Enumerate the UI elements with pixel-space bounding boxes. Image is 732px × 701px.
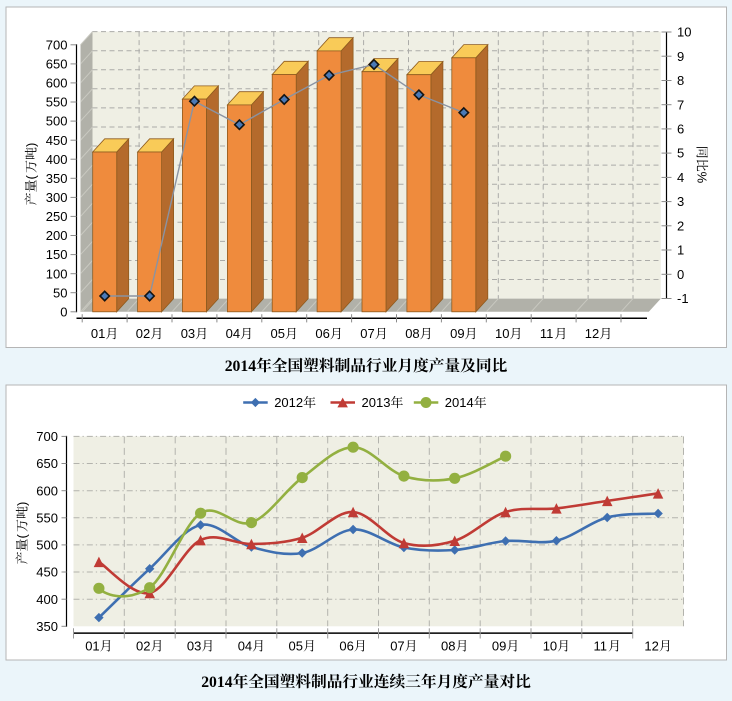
- svg-text:550: 550: [46, 95, 68, 110]
- svg-text:550: 550: [36, 510, 58, 525]
- svg-text:09: 09: [450, 326, 464, 341]
- svg-text:150: 150: [46, 247, 68, 262]
- svg-text:(: (: [15, 534, 30, 539]
- svg-text:(: (: [24, 175, 39, 180]
- svg-text:08: 08: [441, 639, 455, 654]
- svg-text:600: 600: [46, 76, 68, 91]
- svg-text:600: 600: [36, 483, 58, 498]
- svg-text:6: 6: [677, 122, 684, 137]
- svg-text:2014: 2014: [225, 358, 257, 375]
- svg-text:9: 9: [677, 49, 684, 64]
- svg-text:0: 0: [60, 304, 67, 319]
- svg-text:350: 350: [36, 619, 58, 634]
- svg-text:12: 12: [585, 326, 599, 341]
- svg-text:06: 06: [315, 326, 329, 341]
- svg-text:400: 400: [46, 152, 68, 167]
- svg-text:1: 1: [677, 243, 684, 258]
- svg-text:): ): [15, 502, 30, 506]
- svg-text:%: %: [694, 172, 709, 184]
- svg-text:450: 450: [46, 133, 68, 148]
- svg-text:-1: -1: [677, 291, 689, 306]
- svg-text:10: 10: [495, 326, 509, 341]
- svg-text:2012: 2012: [274, 395, 303, 410]
- svg-text:2014: 2014: [201, 674, 233, 691]
- svg-text:2013: 2013: [362, 395, 391, 410]
- svg-text:03: 03: [181, 326, 195, 341]
- svg-text:06: 06: [339, 639, 353, 654]
- svg-text:250: 250: [46, 209, 68, 224]
- svg-text:350: 350: [46, 171, 68, 186]
- svg-text:650: 650: [46, 57, 68, 72]
- svg-text:3: 3: [677, 194, 684, 209]
- svg-text:50: 50: [53, 285, 67, 300]
- svg-text:07: 07: [360, 326, 374, 341]
- svg-text:500: 500: [46, 114, 68, 129]
- svg-text:10: 10: [677, 25, 691, 40]
- svg-text:11: 11: [540, 326, 554, 341]
- svg-text:12: 12: [644, 639, 658, 654]
- svg-text:100: 100: [46, 266, 68, 281]
- svg-text:04: 04: [226, 326, 240, 341]
- svg-text:2014: 2014: [445, 395, 474, 410]
- svg-text:700: 700: [36, 429, 58, 444]
- svg-text:450: 450: [36, 565, 58, 580]
- svg-text:4: 4: [677, 170, 684, 185]
- svg-text:04: 04: [238, 639, 252, 654]
- svg-text:0: 0: [677, 267, 684, 282]
- svg-text:700: 700: [46, 37, 68, 52]
- svg-text:01: 01: [85, 639, 99, 654]
- svg-text:08: 08: [405, 326, 419, 341]
- svg-text:650: 650: [36, 456, 58, 471]
- svg-text:05: 05: [271, 326, 285, 341]
- svg-text:300: 300: [46, 190, 68, 205]
- svg-text:8: 8: [677, 73, 684, 88]
- svg-text:5: 5: [677, 146, 684, 161]
- svg-text:400: 400: [36, 592, 58, 607]
- svg-text:01: 01: [91, 326, 105, 341]
- svg-text:2: 2: [677, 218, 684, 233]
- svg-text:10: 10: [543, 639, 557, 654]
- svg-text:7: 7: [677, 97, 684, 112]
- svg-text:07: 07: [390, 639, 404, 654]
- svg-text:11: 11: [594, 639, 608, 654]
- svg-text:02: 02: [136, 326, 150, 341]
- svg-text:): ): [24, 143, 39, 147]
- svg-text:09: 09: [492, 639, 506, 654]
- svg-text:500: 500: [36, 538, 58, 553]
- svg-text:05: 05: [289, 639, 303, 654]
- svg-text:02: 02: [136, 639, 150, 654]
- svg-text:03: 03: [187, 639, 201, 654]
- svg-text:200: 200: [46, 228, 68, 243]
